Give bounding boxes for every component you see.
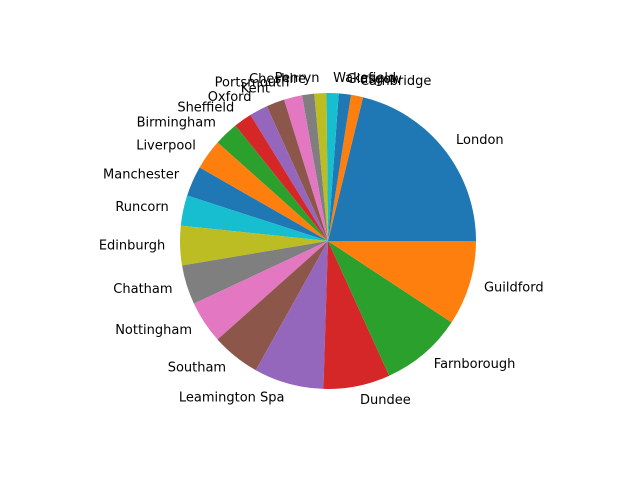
pie-label-penryn: Penryn (275, 71, 320, 86)
pie-slice-manchester (187, 167, 328, 241)
pie-label-manchester: Manchester (103, 168, 180, 183)
pie-slice-birmingham (217, 125, 328, 241)
pie-label-cheshire: Cheshire (249, 72, 306, 87)
pie-label-birmingham: Birmingham (137, 115, 216, 130)
pie-label-chatham: Chatham (113, 282, 172, 297)
pie-label-guildford: Guildford (484, 280, 544, 295)
pie-label-portsmouth: Portsmouth (215, 75, 290, 90)
pie-slice-farnborough (328, 241, 452, 376)
pie-slice-liverpool (199, 142, 328, 241)
pie-slice-glasgow (328, 93, 351, 241)
pie-slice-guildford (328, 241, 476, 323)
pie-slice-nottingham (193, 241, 328, 340)
pie-slice-wakefield (326, 93, 339, 241)
pie-slice-southam (217, 241, 328, 371)
pie-label-edinburgh: Edinburgh (99, 239, 165, 254)
pie-slice-dundee (323, 241, 390, 390)
pie-slice-cambridge (328, 94, 364, 241)
pie-slice-leamington-spa (255, 241, 328, 389)
pie-label-liverpool: Liverpool (136, 138, 196, 153)
pie-label-sheffield: Sheffield (177, 100, 234, 115)
pie-slice-cheshire (301, 93, 328, 242)
pie-label-nottingham: Nottingham (115, 323, 192, 338)
pie-label-runcorn: Runcorn (115, 200, 168, 215)
pie-slices (180, 93, 476, 390)
pie-label-oxford: Oxford (208, 90, 252, 105)
pie-slice-oxford (250, 106, 328, 241)
pie-slice-london (328, 97, 476, 241)
pie-label-wakefield: Wakefield (333, 71, 396, 86)
pie-slice-runcorn (180, 195, 328, 241)
pie-label-london: London (456, 133, 504, 148)
pie-label-leamington-spa: Leamington Spa (179, 390, 285, 405)
pie-label-glasgow: Glasgow (347, 72, 403, 87)
pie-label-southam: Southam (168, 360, 226, 375)
pie-label-kent: Kent (241, 81, 270, 96)
pie-slice-edinburgh (180, 225, 328, 266)
pie-label-cambridge: Cambridge (360, 74, 431, 89)
pie-slice-sheffield (235, 114, 328, 241)
pie-slice-portsmouth (284, 95, 328, 241)
pie-slice-chatham (182, 241, 328, 304)
pie-slice-penryn (314, 93, 328, 241)
pie-label-dundee: Dundee (360, 393, 411, 408)
pie-label-farnborough: Farnborough (434, 357, 516, 372)
pie-slice-kent (266, 99, 328, 242)
